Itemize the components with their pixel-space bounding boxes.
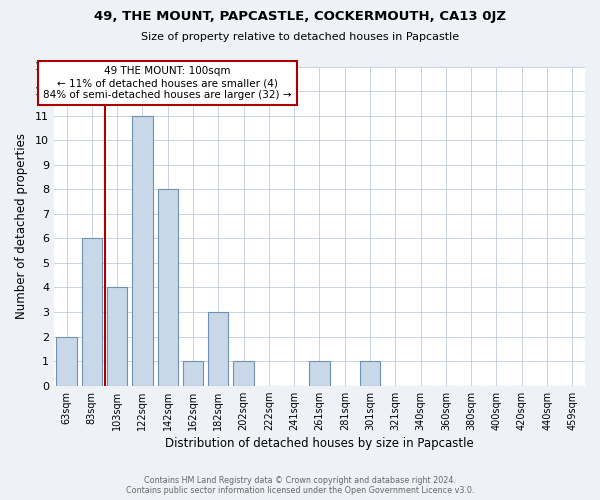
X-axis label: Distribution of detached houses by size in Papcastle: Distribution of detached houses by size … [165,437,474,450]
Bar [82,238,102,386]
Text: Size of property relative to detached houses in Papcastle: Size of property relative to detached ho… [141,32,459,42]
Bar [233,361,254,386]
Bar [310,361,329,386]
Text: 49 THE MOUNT: 100sqm
← 11% of detached houses are smaller (4)
84% of semi-detach: 49 THE MOUNT: 100sqm ← 11% of detached h… [43,66,292,100]
Bar [56,336,77,386]
Bar [183,361,203,386]
Text: Contains HM Land Registry data © Crown copyright and database right 2024.
Contai: Contains HM Land Registry data © Crown c… [126,476,474,495]
Bar [107,288,127,386]
Bar [158,190,178,386]
Text: 49, THE MOUNT, PAPCASTLE, COCKERMOUTH, CA13 0JZ: 49, THE MOUNT, PAPCASTLE, COCKERMOUTH, C… [94,10,506,23]
Bar [133,116,152,386]
Bar [208,312,229,386]
Bar [360,361,380,386]
Y-axis label: Number of detached properties: Number of detached properties [15,133,28,319]
